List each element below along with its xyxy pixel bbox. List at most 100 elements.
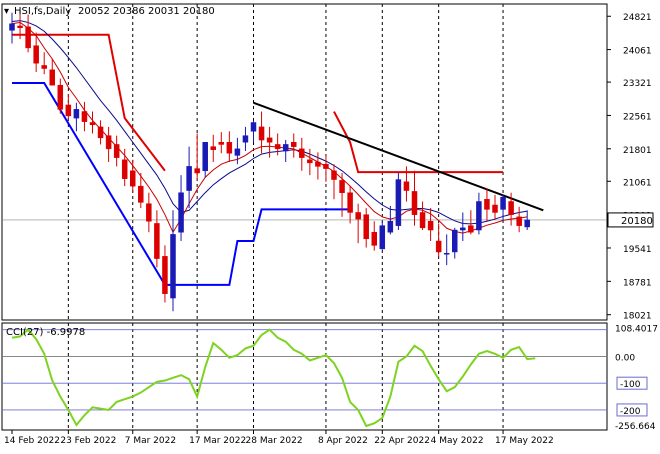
price-tick-label: 21801 [623,146,652,156]
price-tick-label: 19541 [623,245,652,255]
candle-body [170,234,176,299]
price-panel-frame [1,3,608,321]
candle-body [218,142,225,145]
candles-layer [9,10,530,312]
candle-body [226,142,233,154]
candle-body [210,146,216,150]
candle-body [476,201,482,231]
candle-body [178,192,184,233]
cci-panel: 108.4017 0.00 -100 -200 -256.664 [2,324,658,432]
candle-body [484,199,490,210]
candle-body [266,137,273,143]
candle-body [363,214,369,240]
candle-body [427,221,434,231]
price-tick-label: 18021 [623,312,652,322]
candle-body [323,163,329,169]
candle-body [460,227,466,231]
candle-body [97,126,104,139]
symbol-arrow-icon[interactable]: ▾ [4,6,9,17]
candle-body [411,191,418,215]
candle-body [113,144,120,158]
date-tick-label: 17 Mar 2022 [189,436,246,446]
candle-body [25,26,31,49]
resistance-step-line [12,33,166,172]
candle-body [81,111,88,122]
candle-body [452,229,458,253]
symbol-label: HSI,fs,Daily [14,6,71,17]
price-tick-label: 18781 [623,278,652,288]
current-price-label: 20180 [621,216,653,227]
candle-body [395,179,402,226]
candle-body [524,219,530,228]
candle-body [307,159,313,164]
candle-body [331,170,337,180]
price-tick-label: 24821 [623,13,652,23]
downtrend-line [253,101,544,212]
candle-body [9,23,15,31]
support-step-line [12,82,351,286]
axis-layer: 2482124061233212256121801210612030119541… [4,13,654,446]
candle-body [291,142,297,147]
cci-tick-label: 0.00 [615,353,635,363]
date-tick-label: 8 Apr 2022 [318,436,368,446]
indicator-lines-layer [2,20,607,286]
candle-body [371,231,377,246]
date-tick-label: 7 Mar 2022 [125,436,176,446]
candle-body [17,25,23,28]
candle-body [130,170,136,187]
candle-body [516,216,522,226]
candle-body [492,204,498,213]
cci-tick-label: -200 [620,407,641,417]
cci-tick-label: -256.664 [615,422,656,432]
candle-body [49,69,55,86]
cci-label: CCI(27) -6.9978 [6,327,85,338]
candle-body [57,84,64,110]
candle-body [258,126,265,141]
cci-panel-frame [1,322,608,431]
candle-body [162,256,168,294]
candle-body [443,253,450,255]
candle-body [146,203,152,222]
candle-body [121,159,128,179]
price-tick-label: 21061 [623,178,652,188]
cci-level-box [616,376,648,390]
cci-tick-label: 108.4017 [615,324,658,334]
candle-body [41,65,47,69]
price-tick-label: 24061 [623,47,652,57]
candle-body [355,212,361,220]
date-tick-label: 17 May 2022 [495,436,554,446]
candle-body [387,221,394,233]
candle-body [282,144,289,152]
current-price-badge [607,212,654,228]
candle-body [154,223,160,259]
candle-body [500,196,506,210]
ohlc-readout: 20052 20386 20031 20180 [78,6,215,17]
candle-body [508,201,514,215]
candle-body [250,122,257,132]
candle-body [403,181,410,191]
date-tick-label: 23 Feb 2022 [60,436,116,446]
resistance-step-line [333,111,504,174]
date-tick-label: 22 Apr 2022 [374,436,430,446]
candle-body [339,180,345,193]
candle-body [186,166,192,191]
candle-body [73,109,80,119]
candle-body [89,122,96,125]
candle-body [347,192,353,213]
candle-body [468,225,474,233]
candle-body [419,212,426,229]
cci-level-box [616,403,648,417]
candle-body [234,148,241,156]
candle-body [242,135,249,143]
cci-tick-label: -100 [620,380,641,390]
candle-body [194,168,200,174]
candle-body [105,135,112,150]
price-tick-label: 23321 [623,79,652,89]
grid-layer [1,3,608,431]
candle-body [274,144,281,150]
candle-body [65,104,72,117]
sma-slow-line [11,20,528,225]
candle-body [435,240,442,253]
candle-body [379,225,386,250]
